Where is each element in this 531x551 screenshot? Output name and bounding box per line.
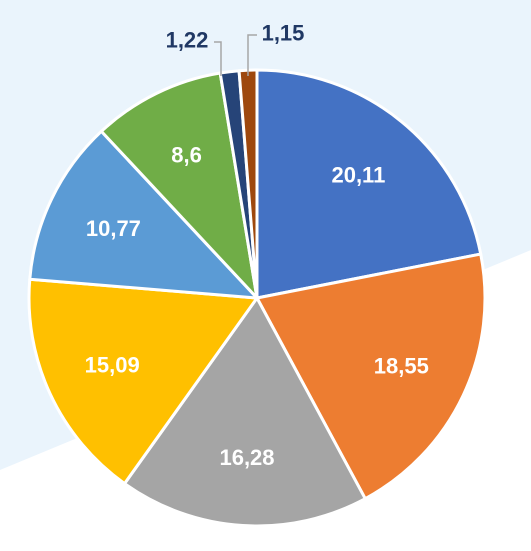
pie-slice-5	[28, 129, 259, 300]
pie-slices	[27, 68, 487, 528]
pie-slice-3	[123, 296, 367, 528]
pie-slice-4	[27, 277, 259, 486]
data-labels: 20,11 18,55 16,28 15,09 10,77 8,6 1,22 1,15	[85, 21, 429, 470]
pie-slice-6	[99, 71, 259, 300]
data-label-2: 18,55	[374, 354, 429, 379]
leader-line-7	[214, 41, 222, 76]
data-label-6: 8,6	[171, 142, 202, 167]
data-label-3: 16,28	[219, 445, 274, 470]
data-label-4: 15,09	[85, 353, 140, 378]
data-label-7: 1,22	[166, 28, 209, 53]
data-label-5: 10,77	[86, 216, 141, 241]
data-label-1: 20,11	[331, 162, 385, 187]
leader-line-8	[247, 34, 257, 76]
pie-slice-2	[255, 252, 487, 501]
data-label-8: 1,15	[262, 21, 305, 46]
leader-lines	[214, 34, 257, 76]
pie-slice-1	[255, 68, 483, 300]
